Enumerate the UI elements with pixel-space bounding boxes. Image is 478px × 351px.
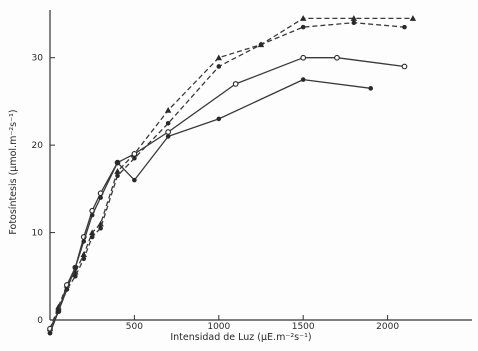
y-axis-label: Fotosíntesis (μmol.m⁻²s⁻¹) — [8, 109, 19, 234]
data-point — [300, 54, 307, 61]
data-point — [258, 42, 264, 47]
series-4 — [47, 77, 374, 336]
data-point — [81, 239, 87, 244]
data-point — [89, 229, 96, 236]
series-3 — [47, 54, 408, 332]
series-3-line — [49, 57, 405, 329]
data-point — [98, 195, 103, 200]
data-point — [98, 225, 103, 231]
x-tick-label: 2000 — [376, 322, 399, 332]
data-point — [300, 24, 306, 30]
data-point — [401, 63, 408, 70]
series-4-line — [49, 78, 371, 334]
data-point — [81, 256, 87, 262]
series-1 — [46, 15, 417, 332]
data-point — [164, 106, 172, 113]
series-2-line — [49, 22, 405, 334]
data-point — [47, 330, 53, 336]
data-point — [132, 155, 137, 161]
data-point — [165, 134, 171, 139]
data-point — [232, 81, 239, 87]
data-point — [402, 24, 407, 30]
data-point — [114, 168, 121, 174]
chart-axes: 0 10 20 30 500 1000 1500 2000 — [32, 10, 472, 332]
x-tick-label: 500 — [126, 322, 143, 332]
data-point — [351, 20, 357, 26]
series-2 — [47, 20, 407, 336]
data-point — [115, 160, 120, 165]
data-point — [73, 265, 78, 270]
y-tick-label: 0 — [37, 316, 43, 326]
data-point — [300, 77, 306, 82]
data-point — [409, 15, 417, 21]
data-point — [64, 287, 70, 292]
x-tick-label: 1000 — [207, 322, 230, 332]
data-point — [80, 251, 87, 257]
data-point — [115, 173, 120, 179]
data-point — [300, 15, 307, 21]
data-point — [215, 54, 222, 61]
data-point — [89, 212, 95, 218]
data-point — [216, 64, 222, 69]
data-point — [132, 177, 137, 183]
data-point — [165, 120, 171, 126]
data-point — [216, 116, 222, 122]
data-point — [73, 273, 78, 279]
x-axis-label: Intensidad de Luz (μE.m⁻²s⁻¹) — [170, 332, 311, 343]
data-point — [89, 234, 95, 240]
data-point — [56, 308, 61, 314]
data-point — [165, 129, 172, 135]
y-tick-label: 20 — [32, 141, 44, 151]
chart-series — [46, 15, 417, 336]
series-1-line — [49, 17, 413, 329]
y-tick-label: 10 — [32, 229, 44, 239]
x-tick-label: 1500 — [292, 322, 315, 332]
data-point — [334, 54, 340, 61]
data-point — [131, 151, 138, 157]
data-point — [350, 15, 358, 21]
data-point — [368, 86, 374, 91]
y-tick-label: 30 — [32, 54, 44, 64]
